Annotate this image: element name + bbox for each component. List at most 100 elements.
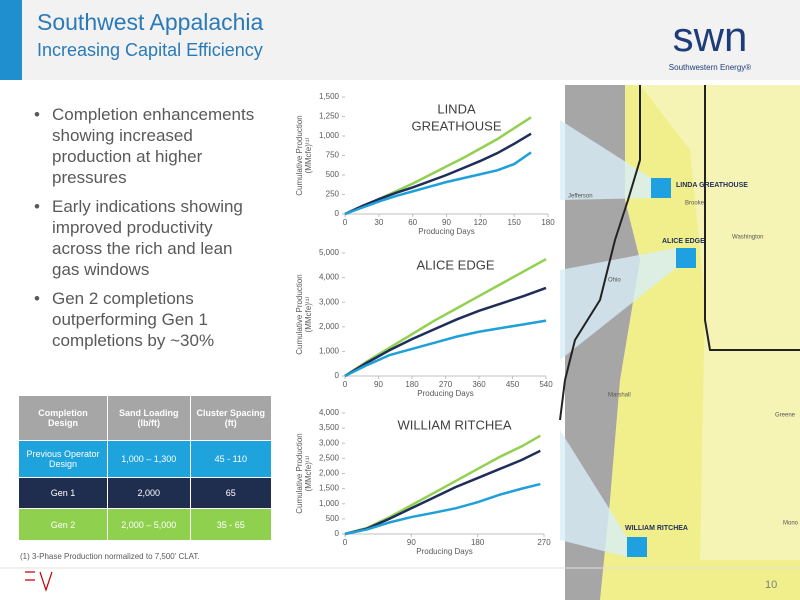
chart-title: LINDA xyxy=(437,101,476,116)
well-marker xyxy=(651,178,671,198)
slide-subtitle: Increasing Capital Efficiency xyxy=(37,40,263,60)
y-axis-label: Cumulative Production xyxy=(295,115,304,195)
x-tick-label: 90 xyxy=(442,218,451,227)
x-tick-label: 0 xyxy=(343,380,348,389)
slide-title: Southwest Appalachia xyxy=(37,9,264,35)
table-cell: Gen 1 xyxy=(18,477,108,509)
y-tick-label: 0 xyxy=(335,209,340,218)
y-tick-label: 0 xyxy=(335,371,340,380)
y-tick-label: 1,000 xyxy=(319,499,340,508)
y-tick-label: 1,000 xyxy=(319,347,340,356)
table-cell: 2,000 xyxy=(107,477,191,509)
place-label: Greene xyxy=(775,413,796,419)
y-axis-label: Cumulative Production xyxy=(295,433,304,513)
x-tick-label: 150 xyxy=(507,218,521,227)
table-cell: Previous Operator Design xyxy=(18,440,108,478)
header-band xyxy=(0,0,800,80)
series-line xyxy=(344,319,547,378)
x-tick-label: 180 xyxy=(471,538,485,547)
place-label: Brooke xyxy=(685,201,705,207)
x-axis-label: Producing Days xyxy=(418,227,474,236)
place-label: Mono xyxy=(783,521,799,527)
x-tick-label: 450 xyxy=(506,380,520,389)
x-tick-label: 180 xyxy=(541,218,555,227)
footer-logo xyxy=(25,571,53,592)
x-tick-label: 270 xyxy=(537,538,551,547)
y-tick-label: 1,250 xyxy=(319,112,340,121)
y-tick-label: 4,000 xyxy=(319,408,340,417)
y-tick-label: 500 xyxy=(326,170,340,179)
table-header: Cluster Spacing (ft) xyxy=(189,395,273,441)
table-cell: 45 - 110 xyxy=(189,440,273,478)
table-cell: 1,000 – 1,300 xyxy=(107,440,191,478)
y-axis-label: (MMcfe)⁽¹⁾ xyxy=(304,297,313,333)
table-header: Completion Design xyxy=(18,395,108,441)
table-header: Sand Loading (lb/ft) xyxy=(107,395,191,441)
series-line xyxy=(344,151,532,216)
well-marker xyxy=(627,537,647,557)
place-label: Ohio xyxy=(608,278,621,284)
table-cell: 2,000 – 5,000 xyxy=(107,508,191,541)
x-tick-label: 540 xyxy=(539,380,553,389)
y-tick-label: 1,500 xyxy=(319,484,340,493)
well-label: LINDA GREATHOUSE xyxy=(676,182,748,189)
place-label: Jefferson xyxy=(568,194,593,200)
x-tick-label: 360 xyxy=(472,380,486,389)
bullet: Early indications showing improved produ… xyxy=(34,196,259,280)
series-line xyxy=(344,482,541,536)
place-label: Washington xyxy=(732,235,763,241)
x-tick-label: 0 xyxy=(343,538,348,547)
x-tick-label: 30 xyxy=(374,218,383,227)
table-cell: 65 xyxy=(189,477,273,509)
y-tick-label: 5,000 xyxy=(319,248,340,257)
table-cell: Gen 2 xyxy=(18,508,108,541)
bullet-list: Completion enhancements showing increase… xyxy=(34,104,259,359)
series-line xyxy=(344,286,547,378)
y-tick-label: 1,000 xyxy=(319,131,340,140)
y-tick-label: 3,500 xyxy=(319,423,340,432)
y-tick-label: 4,000 xyxy=(319,273,340,282)
map-callout xyxy=(560,430,627,557)
bullet: Gen 2 completions outperforming Gen 1 co… xyxy=(34,288,259,351)
bullet: Completion enhancements showing increase… xyxy=(34,104,259,188)
state-border xyxy=(559,379,566,421)
well-label: WILLIAM RITCHEA xyxy=(625,525,688,532)
x-tick-label: 180 xyxy=(405,380,419,389)
y-axis-label: (MMcfe)⁽¹⁾ xyxy=(304,138,313,174)
y-tick-label: 3,000 xyxy=(319,297,340,306)
y-axis-label: Cumulative Production xyxy=(295,274,304,354)
series-line xyxy=(344,434,541,536)
x-tick-label: 90 xyxy=(374,380,383,389)
series-line xyxy=(344,449,541,536)
table-cell: 35 - 65 xyxy=(189,508,273,541)
x-axis-label: Producing Days xyxy=(416,547,472,556)
x-tick-label: 270 xyxy=(439,380,453,389)
y-tick-label: 2,000 xyxy=(319,469,340,478)
footnote: (1) 3-Phase Production normalized to 7,5… xyxy=(20,552,200,561)
well-marker xyxy=(676,248,696,268)
logo: swn xyxy=(673,13,748,60)
x-axis-label: Producing Days xyxy=(417,389,473,398)
completion-table: Completion Design Sand Loading (lb/ft) C… xyxy=(18,395,273,541)
y-tick-label: 500 xyxy=(326,514,340,523)
series-line xyxy=(344,132,532,216)
y-tick-label: 1,500 xyxy=(319,92,340,101)
y-tick-label: 3,000 xyxy=(319,438,340,447)
y-tick-label: 250 xyxy=(326,190,340,199)
series-line xyxy=(344,258,547,378)
page-number: 10 xyxy=(765,579,777,591)
chart-title: GREATHOUSE xyxy=(411,118,501,133)
map-callout xyxy=(560,120,651,200)
well-label: ALICE EDGE xyxy=(662,238,705,245)
y-tick-label: 750 xyxy=(326,151,340,160)
header-accent xyxy=(0,0,22,80)
y-axis-label: (MMcfe)⁽¹⁾ xyxy=(304,456,313,492)
map-lean-area xyxy=(640,85,800,560)
state-border xyxy=(564,85,641,381)
x-tick-label: 120 xyxy=(474,218,488,227)
y-tick-label: 2,000 xyxy=(319,322,340,331)
logo-tagline: Southwestern Energy® xyxy=(669,63,751,72)
y-tick-label: 2,500 xyxy=(319,453,340,462)
